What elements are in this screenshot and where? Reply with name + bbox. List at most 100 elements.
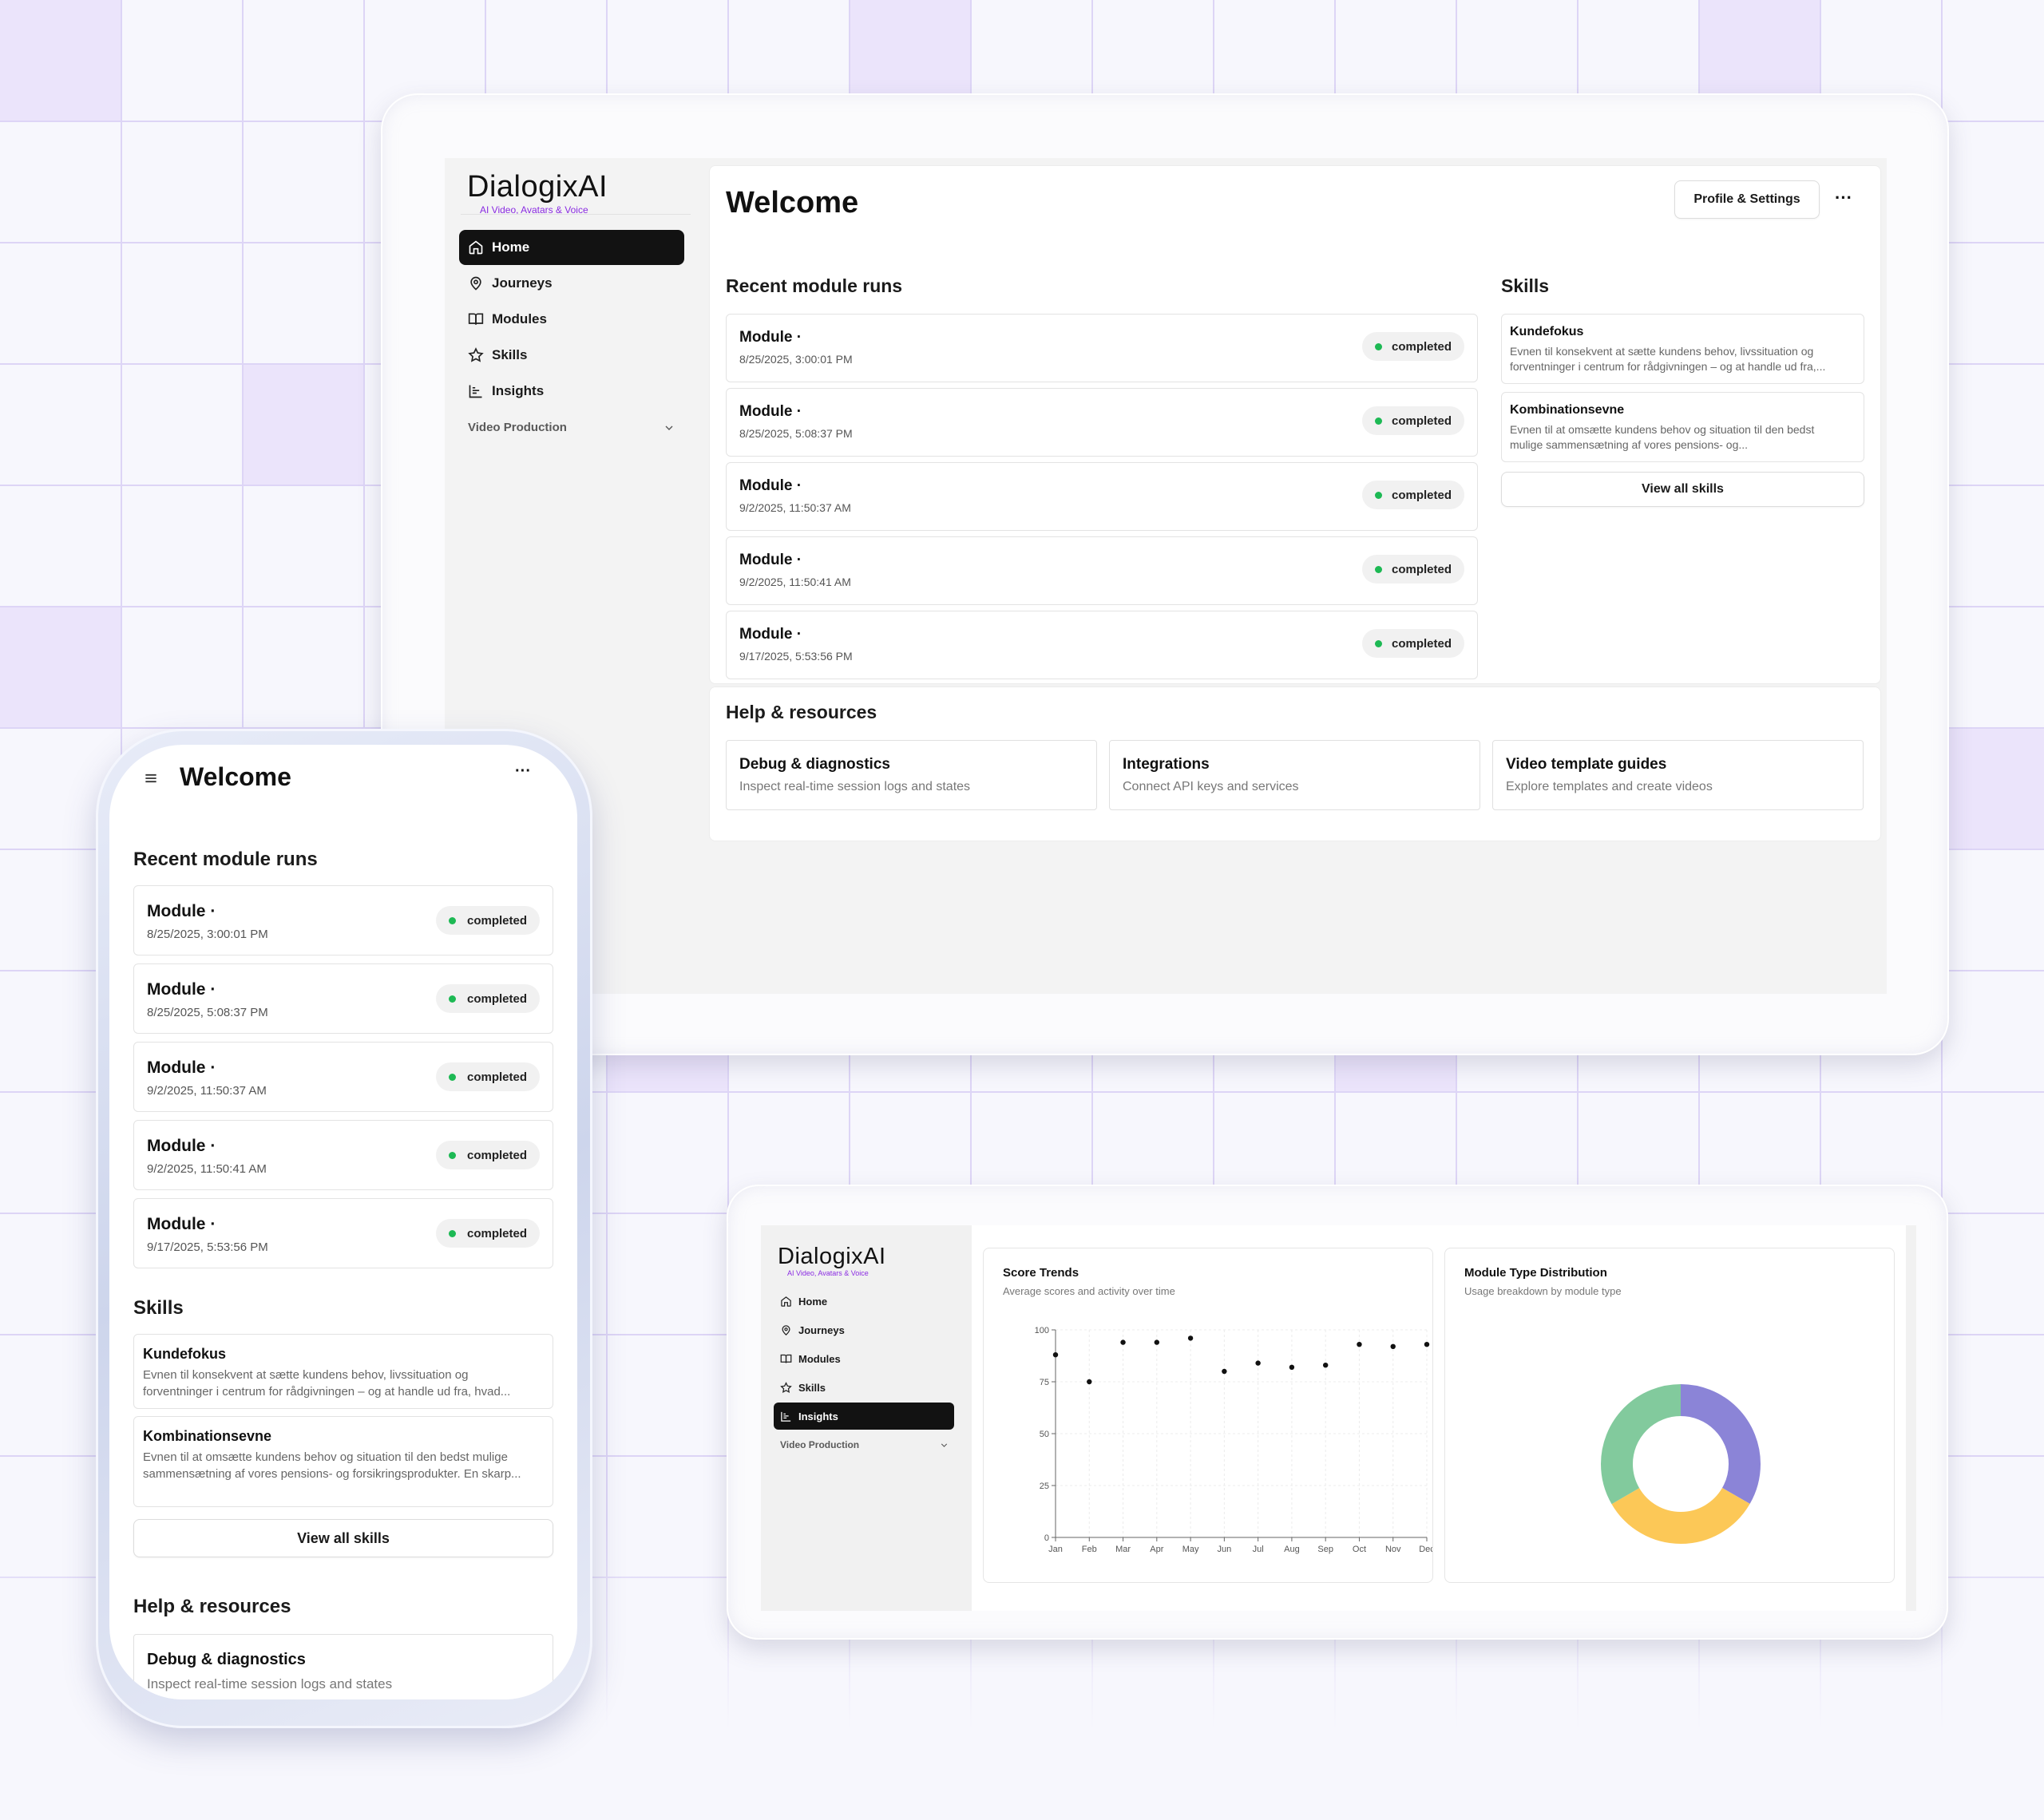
module-run-row[interactable]: Module · 9/2/2025, 11:50:41 AM completed — [133, 1120, 553, 1190]
help-item-video-templates[interactable]: Video template guides Explore templates … — [1492, 740, 1864, 810]
help-item-integrations[interactable]: Integrations Connect API keys and servic… — [1109, 740, 1480, 810]
sidebar-section-label: Video Production — [468, 421, 567, 434]
status-dot-icon — [1374, 639, 1382, 647]
module-run-row[interactable]: Module · 8/25/2025, 3:00:01 PM completed — [133, 885, 553, 956]
skill-description-line: forventninger i centrum for rådgivningen… — [1510, 360, 1826, 373]
book-icon — [468, 313, 484, 325]
module-run-date: 9/2/2025, 11:50:37 AM — [147, 1084, 267, 1098]
sidebar-item-skills[interactable]: Skills — [774, 1374, 954, 1401]
desktop-screen: DialogixAI AI Video, Avatars & Voice Hom… — [445, 158, 1887, 994]
sidebar-item-modules[interactable]: Modules — [774, 1345, 954, 1372]
module-run-date: 9/17/2025, 5:53:56 PM — [147, 1240, 268, 1254]
skill-description-line: Evnen til at omsætte kundens behov og si… — [1510, 423, 1815, 436]
module-run-row[interactable]: Module · 9/2/2025, 11:50:37 AM completed — [726, 462, 1478, 531]
data-point — [1120, 1339, 1126, 1345]
y-tick-label: 25 — [1040, 1482, 1049, 1491]
module-run-row[interactable]: Module · 8/25/2025, 3:00:01 PM completed — [726, 314, 1478, 382]
profile-settings-button[interactable]: Profile & Settings — [1674, 180, 1820, 219]
module-run-row[interactable]: Module · 8/25/2025, 5:08:37 PM completed — [133, 963, 553, 1034]
skill-title: Kundefokus — [1510, 325, 1584, 338]
module-run-date: 9/2/2025, 11:50:41 AM — [739, 576, 851, 588]
status-text: completed — [1391, 339, 1452, 354]
status-dot-icon — [448, 1151, 456, 1159]
chevron-down-icon — [941, 1442, 948, 1447]
sidebar-item-modules[interactable]: Modules — [459, 302, 684, 337]
skill-description: Evnen til konsekvent at sætte kundens be… — [1510, 344, 1857, 374]
star-icon — [468, 347, 484, 362]
module-run-title: Module · — [739, 329, 802, 346]
data-point — [1187, 1335, 1194, 1341]
module-run-title: Module · — [147, 1058, 216, 1077]
skill-description-line: Evnen til konsekvent at sætte kundens be… — [1510, 345, 1814, 358]
chart-title: Score Trends — [1003, 1266, 1079, 1280]
x-tick-label: Jan — [1048, 1545, 1063, 1554]
sidebar-item-label: Insights — [492, 383, 545, 398]
module-run-row[interactable]: Module · 9/17/2025, 5:53:56 PM completed — [133, 1198, 553, 1268]
more-options-button[interactable]: ··· — [1835, 188, 1852, 208]
sidebar-item-label: Home — [492, 239, 530, 255]
status-badge: completed — [1361, 629, 1464, 658]
donut-slice — [1601, 1384, 1761, 1544]
sidebar-item-home[interactable]: Home — [459, 230, 684, 265]
page-title: Welcome — [180, 762, 291, 791]
status-badge: completed — [435, 984, 540, 1013]
view-all-skills-button[interactable]: View all skills — [1501, 472, 1864, 507]
sidebar-item-skills[interactable]: Skills — [459, 338, 684, 373]
donut-slice — [1601, 1384, 1761, 1544]
star-icon — [780, 1381, 792, 1393]
sidebar-item-home[interactable]: Home — [774, 1288, 954, 1315]
sidebar-item-label: Skills — [798, 1381, 826, 1394]
module-run-date: 9/17/2025, 5:53:56 PM — [739, 650, 853, 663]
x-tick-label: Apr — [1150, 1545, 1163, 1554]
help-item-debug[interactable]: Debug & diagnostics Inspect real-time se… — [133, 1634, 553, 1699]
module-run-date: 9/2/2025, 11:50:37 AM — [739, 501, 851, 514]
page-title: Welcome — [726, 186, 859, 220]
x-tick-label: Nov — [1385, 1545, 1401, 1554]
hamburger-icon[interactable] — [143, 770, 159, 786]
skill-card[interactable]: Kombinationsevne Evnen til at omsætte ku… — [133, 1416, 553, 1507]
y-tick-label: 50 — [1040, 1430, 1049, 1439]
skill-card[interactable]: Kundefokus Evnen til konsekvent at sætte… — [1501, 314, 1864, 384]
skill-card[interactable]: Kundefokus Evnen til konsekvent at sætte… — [133, 1334, 553, 1409]
sidebar-section-video-production[interactable]: Video Production — [468, 421, 675, 434]
status-dot-icon — [1374, 342, 1382, 350]
module-run-row[interactable]: Module · 9/17/2025, 5:53:56 PM completed — [726, 611, 1478, 679]
skill-card[interactable]: Kombinationsevne Evnen til at omsætte ku… — [1501, 392, 1864, 462]
module-run-row[interactable]: Module · 8/25/2025, 5:08:37 PM completed — [726, 388, 1478, 457]
module-run-title: Module · — [739, 477, 802, 494]
status-dot-icon — [1374, 565, 1382, 573]
x-tick-label: Oct — [1353, 1545, 1366, 1554]
brand-tagline: AI Video, Avatars & Voice — [787, 1269, 869, 1277]
more-options-button[interactable]: ··· — [515, 762, 531, 780]
recent-runs-heading: Recent module runs — [726, 275, 903, 296]
module-run-row[interactable]: Module · 9/2/2025, 11:50:41 AM completed — [726, 536, 1478, 605]
insights-main: Score Trends Average scores and activity… — [972, 1225, 1906, 1611]
module-run-row[interactable]: Module · 9/2/2025, 11:50:37 AM completed — [133, 1042, 553, 1112]
x-tick-label: Sep — [1317, 1545, 1333, 1554]
sidebar-section-video-production[interactable]: Video Production — [780, 1439, 949, 1450]
y-tick-label: 75 — [1040, 1378, 1049, 1387]
skill-title: Kombinationsevne — [1510, 403, 1625, 417]
data-point — [1357, 1342, 1362, 1347]
skill-description: Evnen til konsekvent at sætte kundens be… — [143, 1367, 547, 1400]
sidebar-item-journeys[interactable]: Journeys — [774, 1316, 954, 1343]
brand-logo[interactable]: DialogixAI AI Video, Avatars & Voice — [467, 172, 608, 215]
sidebar-item-journeys[interactable]: Journeys — [459, 266, 684, 301]
help-item-title: Integrations — [1123, 756, 1210, 773]
donut-group — [1601, 1384, 1761, 1544]
map-pin-icon — [470, 276, 481, 291]
status-text: completed — [1391, 636, 1452, 651]
x-tick-label: Jul — [1253, 1545, 1264, 1554]
module-distribution-chart — [1601, 1384, 1761, 1544]
help-item-debug[interactable]: Debug & diagnostics Inspect real-time se… — [726, 740, 1097, 810]
module-run-title: Module · — [739, 626, 802, 643]
data-point — [1390, 1343, 1396, 1349]
view-all-skills-button[interactable]: View all skills — [133, 1519, 553, 1557]
sidebar-item-label: Modules — [798, 1352, 841, 1365]
logo-divider — [461, 214, 691, 215]
sidebar-item-insights[interactable]: Insights — [774, 1403, 954, 1430]
brand-logo[interactable]: DialogixAI AI Video, Avatars & Voice — [778, 1245, 886, 1277]
status-text: completed — [466, 913, 527, 928]
sidebar-item-insights[interactable]: Insights — [459, 374, 684, 409]
status-badge: completed — [435, 1219, 540, 1248]
